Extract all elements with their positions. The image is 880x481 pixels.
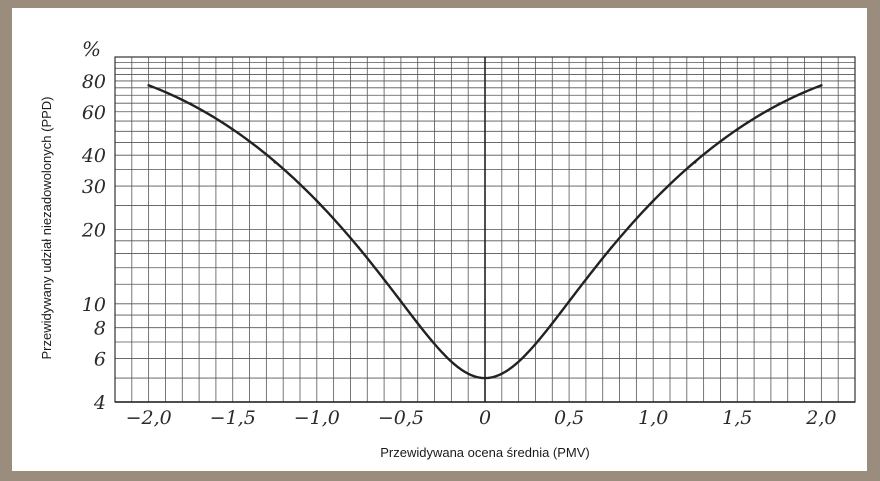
- data-point: [315, 199, 319, 203]
- data-point: [778, 102, 781, 105]
- x-tick-label: −2,0: [126, 407, 172, 429]
- y-tick-label: 10: [82, 294, 106, 316]
- data-point: [609, 246, 613, 249]
- y-tick-label: 30: [82, 176, 106, 198]
- y-tick-label: 40: [81, 145, 106, 167]
- data-point: [483, 376, 487, 380]
- data-point: [231, 128, 234, 132]
- y-unit-label: %: [82, 37, 101, 61]
- y-tick-label: 20: [81, 220, 106, 242]
- x-tick-label: −0,5: [378, 407, 424, 429]
- data-point: [357, 246, 361, 249]
- curve: [147, 84, 823, 380]
- data-point: [273, 161, 276, 164]
- x-axis-title: Przewidywana ocena średnia (PMV): [380, 445, 590, 460]
- x-tick-label: 2,0: [805, 407, 836, 429]
- y-tick-label: 4: [93, 392, 106, 414]
- y-tick-label: 6: [94, 349, 106, 371]
- axes: [114, 56, 856, 403]
- y-tick-label: 80: [82, 71, 106, 93]
- x-tick-label: 1,0: [638, 407, 668, 429]
- data-point: [189, 102, 192, 105]
- data-point: [147, 84, 150, 87]
- y-tick-label: 60: [82, 102, 106, 124]
- x-tick-label: −1,0: [294, 407, 340, 429]
- y-tick-label: 8: [94, 318, 106, 340]
- data-point: [567, 300, 571, 303]
- data-point: [694, 161, 697, 164]
- x-tick-label: 1,5: [722, 407, 752, 429]
- y-axis-title: Przewidywany udział niezadowolonych (PPD…: [39, 96, 54, 359]
- labels: −2,0 −1,5 −1,0 −0,5 0 0,5 1,0 1,5 2,0 4 6 810 20 30 40…: [39, 37, 836, 460]
- data-point: [820, 84, 823, 87]
- data-point: [736, 128, 739, 132]
- x-tick-label: −1,5: [210, 407, 256, 429]
- data-point: [441, 352, 445, 355]
- data-point: [651, 199, 655, 203]
- x-tick-label: 0: [479, 407, 491, 429]
- data-point: [399, 300, 403, 303]
- x-tick-label: 0,5: [554, 407, 584, 429]
- data-point: [525, 352, 529, 355]
